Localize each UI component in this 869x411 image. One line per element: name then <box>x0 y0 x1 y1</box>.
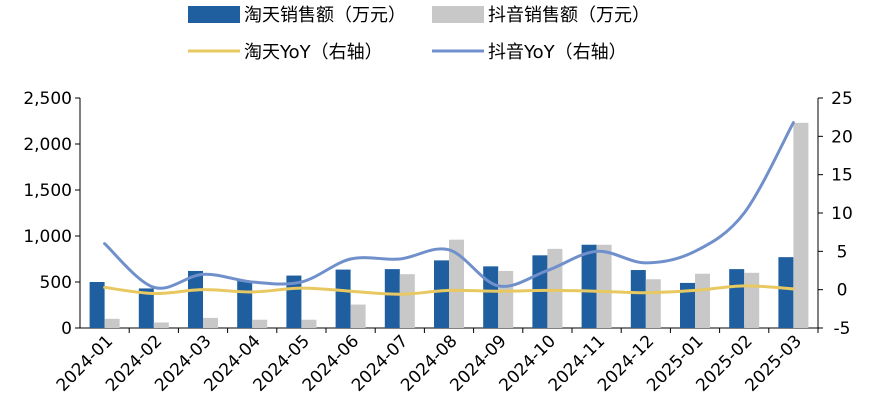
bars <box>89 122 809 328</box>
axes: 05001,0001,5002,0002,500-505101520252024… <box>23 89 852 396</box>
legend-douyin-sales-label: 抖音销售额（万元） <box>488 5 650 26</box>
taotian-sales-bar <box>778 257 794 328</box>
douyin-sales-bar <box>645 279 661 328</box>
legend-douyin-sales-swatch <box>432 6 484 23</box>
taotian-sales-bar <box>188 270 203 328</box>
taotian-sales-bar <box>89 282 105 328</box>
right-tick-label: 5 <box>837 242 848 262</box>
douyin-sales-bar <box>350 304 366 328</box>
douyin-sales-bar <box>449 239 464 328</box>
douyin-yoy-line <box>103 121 795 290</box>
douyin-sales-bar <box>695 273 710 328</box>
taotian-sales-bar <box>384 269 400 328</box>
douyin-sales-bar <box>596 244 612 328</box>
taotian-sales-bar <box>483 266 499 328</box>
taotian-sales-bar <box>630 270 646 328</box>
right-tick-label: -5 <box>834 319 851 339</box>
legend-douyin-yoy-label: 抖音YoY（右轴） <box>488 42 627 63</box>
right-tick-label: 20 <box>831 127 853 147</box>
douyin-sales-bar <box>547 248 563 328</box>
left-tick-label: 2,500 <box>23 89 72 109</box>
right-tick-label: 10 <box>831 204 853 224</box>
douyin-sales-bar <box>252 319 268 328</box>
douyin-sales-bar <box>498 270 514 328</box>
left-tick-label: 1,000 <box>23 227 72 247</box>
lines <box>103 121 795 296</box>
douyin-sales-bar <box>301 319 317 328</box>
douyin-sales-bar <box>104 318 120 328</box>
legend-taotian-sales-label: 淘天销售额（万元） <box>244 5 406 26</box>
left-tick-label: 1,500 <box>23 181 72 201</box>
taotian-yoy-line <box>103 284 795 296</box>
douyin-sales-bar <box>153 322 169 328</box>
douyin-sales-bar <box>793 122 809 328</box>
taotian-sales-bar <box>335 269 351 328</box>
taotian-sales-bar <box>138 288 154 328</box>
douyin-sales-bar <box>203 317 218 328</box>
left-tick-label: 500 <box>40 273 72 293</box>
taotian-sales-bar <box>680 282 695 328</box>
right-tick-label: 25 <box>831 89 853 109</box>
douyin-sales-bar <box>399 274 415 328</box>
right-tick-label: 0 <box>837 281 848 301</box>
taotian-sales-bar <box>434 260 449 328</box>
taotian-sales-bar <box>581 244 597 328</box>
douyin-sales-bar <box>744 272 760 328</box>
legend-taotian-sales-swatch <box>188 6 240 23</box>
taotian-sales-bar <box>729 269 745 328</box>
legend: 淘天销售额（万元） 抖音销售额（万元） 淘天YoY（右轴） 抖音YoY（右轴） <box>188 5 650 63</box>
right-tick-label: 15 <box>831 166 853 186</box>
legend-taotian-yoy-label: 淘天YoY（右轴） <box>244 42 383 63</box>
taotian-sales-bar <box>237 281 253 328</box>
left-tick-label: 2,000 <box>23 135 72 155</box>
left-tick-label: 0 <box>61 319 72 339</box>
